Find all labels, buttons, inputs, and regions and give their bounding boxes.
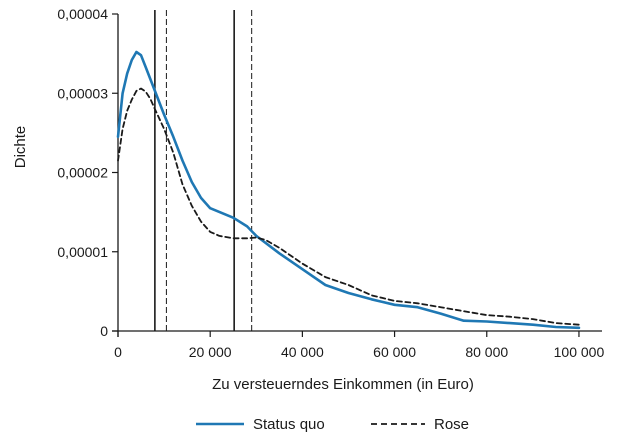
y-tick-label: 0,00004 [57,6,108,22]
x-tick-label: 20 000 [189,344,232,360]
series-line [117,87,580,326]
legend-label: Rose [434,416,469,433]
y-tick-label: 0,00002 [57,165,108,181]
y-tick-label: 0 [100,323,108,339]
y-axis-title: Dichte [12,126,29,169]
axes [112,13,602,337]
tick-labels: 0 0,00001 0,00002 0,00003 0,00004 0 20 000 40 0… [57,6,604,360]
series-line [116,50,581,330]
x-tick-label: 40 000 [281,344,324,360]
reference-lines [154,10,253,331]
series-lines [116,50,581,330]
x-tick-label: 60 000 [373,344,416,360]
x-tick-label: 100 000 [554,344,605,360]
legend-label: Status quo [253,416,325,433]
x-tick-label: 80 000 [465,344,508,360]
legend: Status quo Rose [196,416,469,433]
x-axis-title: Zu versteuerndes Einkommen (in Euro) [212,376,474,393]
x-tick-label: 0 [114,344,122,360]
y-tick-label: 0,00001 [57,244,108,260]
y-tick-label: 0,00003 [57,85,108,101]
